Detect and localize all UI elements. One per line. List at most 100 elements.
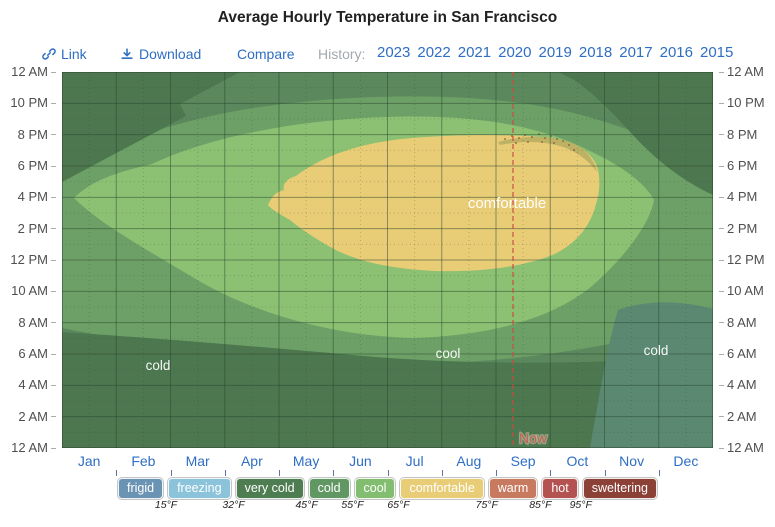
year-link-2023[interactable]: 2023 [377, 44, 411, 61]
year-link-2021[interactable]: 2021 [457, 44, 492, 61]
legend-threshold: 75°F [475, 499, 498, 511]
year-link-2019[interactable]: 2019 [538, 44, 572, 61]
link-button[interactable]: Link [42, 44, 87, 64]
axis-tick [496, 470, 497, 476]
month-label-may[interactable]: May [292, 453, 320, 469]
y-axis-left: 12 AM 10 PM 8 PM 6 PM 4 PM 2 PM 12 PM 10… [0, 64, 56, 455]
download-label: Download [139, 46, 202, 62]
toolbar: Link Download Compare History: 2023 2022… [0, 44, 775, 64]
month-label-jan[interactable]: Jan [77, 453, 101, 469]
hour-label: 4 PM [719, 189, 775, 205]
hour-label: 8 PM [0, 127, 56, 143]
month-label-apr[interactable]: Apr [240, 453, 263, 469]
month-label-aug[interactable]: Aug [456, 453, 482, 469]
legend-threshold: 65°F [387, 499, 410, 511]
plot-area: comfortable cool cold cold Now [62, 72, 713, 448]
legend-badge: very cold [235, 478, 304, 499]
compare-button[interactable]: Compare [237, 44, 295, 64]
month-label-feb[interactable]: Feb [131, 453, 156, 469]
hour-label: 6 AM [0, 346, 56, 362]
year-link-2018[interactable]: 2018 [578, 44, 613, 61]
hour-label: 6 AM [719, 346, 775, 362]
year-link-2017[interactable]: 2017 [619, 44, 653, 61]
legend-badge: freezing [168, 478, 231, 499]
legend-badge: comfortable [400, 478, 484, 499]
hour-label: 12 AM [0, 440, 56, 456]
hour-label: 12 AM [719, 440, 775, 456]
axis-tick [387, 470, 389, 476]
hour-label: 10 PM [719, 95, 775, 111]
temperature-band-legend: frigid 15°F freezing 32°F very cold 45°F… [0, 478, 775, 511]
hour-label: 12 AM [719, 64, 775, 80]
hour-label: 10 AM [719, 283, 775, 299]
download-button[interactable]: Download [120, 44, 201, 64]
cold-region-label-left: cold [146, 358, 171, 373]
hour-label: 4 AM [0, 377, 56, 393]
cold-region-label-right: cold [644, 343, 669, 358]
month-label-sep[interactable]: Sep [510, 453, 536, 469]
legend-badge: hot [542, 478, 578, 499]
legend-threshold: 95°F [569, 499, 592, 511]
legend-badge: cool [354, 478, 396, 499]
legend-badge: sweltering [582, 478, 658, 499]
legend-threshold: 55°F [341, 499, 364, 511]
axis-tick [116, 470, 118, 476]
legend-badge: frigid [117, 478, 164, 499]
legend-threshold: 15°F [154, 499, 178, 511]
gridlines [62, 72, 713, 448]
hour-label: 8 PM [719, 127, 775, 143]
hour-label: 6 PM [719, 158, 775, 174]
hour-label: 12 AM [0, 64, 56, 80]
legend-threshold: 32°F [222, 499, 245, 511]
month-label-jul[interactable]: Jul [405, 453, 424, 469]
compare-label: Compare [237, 46, 295, 62]
hour-label: 12 PM [719, 252, 775, 268]
cool-region-label: cool [436, 346, 461, 361]
temperature-chart-plot[interactable]: comfortable cool cold cold Now [62, 72, 713, 448]
year-link-2020[interactable]: 2020 [498, 44, 532, 61]
legend-item-frigid: frigid 15°F [117, 478, 177, 511]
legend-item-sweltering: sweltering [582, 478, 658, 499]
now-marker: Now [512, 72, 549, 448]
axis-tick [550, 470, 552, 476]
legend-item-freezing: freezing 32°F [168, 478, 245, 511]
month-label-mar[interactable]: Mar [185, 453, 210, 469]
link-icon [42, 47, 56, 61]
hour-label: 2 PM [719, 221, 775, 237]
hour-label: 8 AM [0, 315, 56, 331]
history-years: 2023 2022 2021 2020 2019 2018 2017 2016 … [377, 44, 733, 61]
legend-item-warm: warm 85°F [488, 478, 551, 511]
month-label-nov[interactable]: Nov [619, 453, 645, 469]
y-axis-right: 12 AM 10 PM 8 PM 6 PM 4 PM 2 PM 12 PM 10… [719, 64, 775, 455]
hour-label: 6 PM [0, 158, 56, 174]
year-link-2022[interactable]: 2022 [417, 44, 451, 61]
region-labels: comfortable cool cold cold [146, 195, 669, 373]
axis-tick [658, 470, 660, 476]
legend-threshold: 85°F [529, 499, 552, 511]
hour-label: 10 PM [0, 95, 56, 111]
download-icon [120, 47, 134, 61]
hour-label: 4 AM [719, 377, 775, 393]
hour-label: 12 PM [0, 252, 56, 268]
year-link-2015[interactable]: 2015 [700, 44, 734, 61]
hour-label: 8 AM [719, 315, 775, 331]
hour-label: 2 PM [0, 221, 56, 237]
legend-item-comfortable: comfortable 75°F [400, 478, 498, 511]
year-link-2016[interactable]: 2016 [659, 44, 693, 61]
hour-label: 2 AM [0, 409, 56, 425]
month-label-dec[interactable]: Dec [673, 453, 699, 469]
legend-badge: warm [488, 478, 538, 499]
legend-badge: cold [308, 478, 350, 499]
history-label: History: [318, 46, 366, 62]
axis-tick [224, 470, 226, 476]
month-label-jun[interactable]: Jun [349, 453, 372, 469]
legend-item-very-cold: very cold 45°F [235, 478, 318, 511]
legend-item-cool: cool 65°F [354, 478, 410, 511]
axis-tick [604, 470, 606, 476]
hour-label: 10 AM [0, 283, 56, 299]
month-label-oct[interactable]: Oct [566, 453, 589, 469]
hour-label: 4 PM [0, 189, 56, 205]
hour-label: 2 AM [719, 409, 775, 425]
legend-item-cold: cold 55°F [308, 478, 364, 511]
